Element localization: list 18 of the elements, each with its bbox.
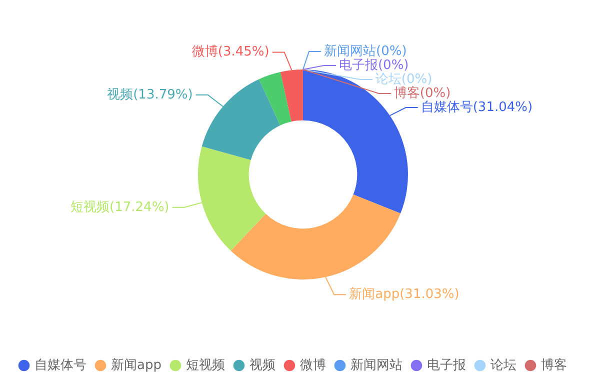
legend-label: 视频	[249, 358, 276, 373]
legend-label: 博客	[540, 356, 567, 373]
category-label: 新闻网站(0%)	[324, 44, 407, 59]
category-label: 新闻app(31.03%)	[349, 287, 460, 302]
category-label: 博客(0%)	[394, 86, 451, 101]
legend-label: 电子报	[426, 358, 466, 373]
category-label: 视频(13.79%)	[107, 87, 193, 102]
category-label: 论坛(0%)	[375, 72, 432, 87]
legend-label: 自媒体号	[34, 358, 86, 373]
legend-label: 论坛	[490, 358, 516, 373]
category-label: 微博(3.45%)	[192, 44, 270, 60]
legend-label: 微博	[300, 358, 326, 373]
category-label: 自媒体号(31.04%)	[420, 100, 533, 115]
category-label: 短视频(17.24%)	[70, 200, 170, 215]
legend-label: 短视频	[186, 358, 225, 373]
category-label: 电子报(0%)	[338, 58, 409, 73]
legend-label: 新闻网站	[350, 358, 402, 373]
legend-label: 新闻app	[111, 358, 162, 373]
